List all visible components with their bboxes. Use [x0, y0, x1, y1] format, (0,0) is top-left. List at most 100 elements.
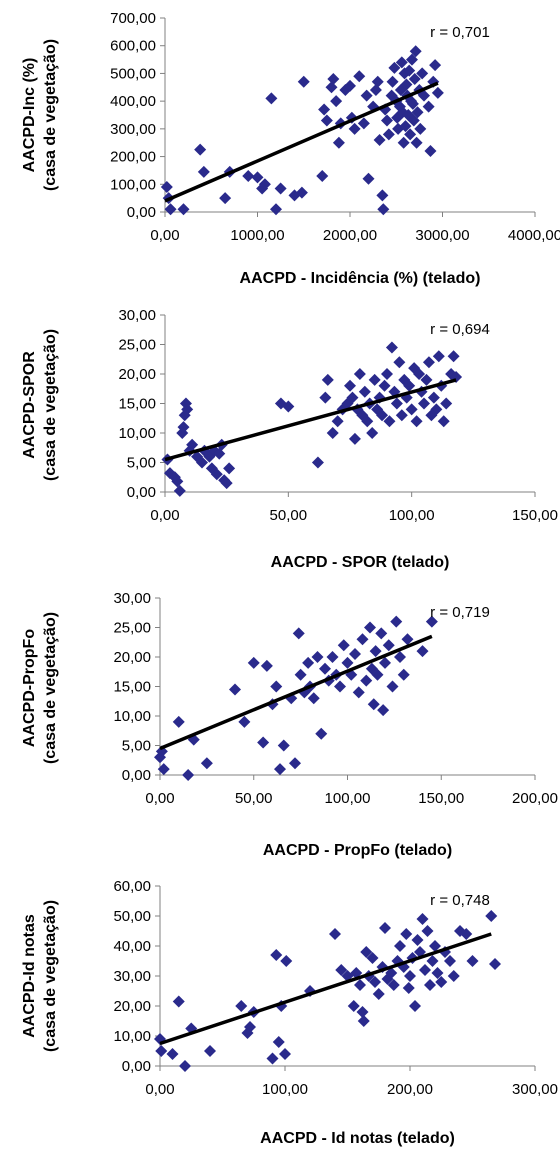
- y-tick-label: 30,00: [113, 968, 151, 985]
- y-axis-title: AACPD-Inc (%): [21, 58, 38, 173]
- data-point: [194, 143, 207, 156]
- data-point: [411, 106, 424, 119]
- y-axis-subtitle: (casa de vegetação): [42, 612, 59, 764]
- data-point: [425, 409, 438, 422]
- data-point: [166, 1048, 179, 1060]
- data-point: [362, 172, 375, 185]
- data-point: [316, 169, 329, 182]
- data-point: [418, 397, 430, 410]
- data-point: [424, 979, 436, 991]
- data-point: [358, 385, 371, 398]
- chart-panel-4: 0,00 10,00 20,00 30,00 40,00 50,00 60,00 0,00 10…: [0, 868, 560, 1147]
- chart-panel-3: 0,00 5,00 10,00 15,00 20,00 25,00 30,00 0,00 50,…: [0, 580, 560, 859]
- data-point: [395, 409, 408, 422]
- data-point: [285, 692, 298, 705]
- y-tick-label: 20,00: [113, 998, 151, 1015]
- y-axis-title: AACPD-PropFo: [21, 629, 38, 747]
- trend-line: [159, 932, 492, 1046]
- data-point: [402, 982, 415, 994]
- data-point: [381, 368, 393, 380]
- data-point: [289, 757, 301, 770]
- y-tick-label: 0,00: [122, 1058, 151, 1075]
- data-point: [274, 182, 287, 195]
- y-axis-subtitle: (casa de vegetação): [42, 329, 59, 481]
- data-point: [386, 75, 399, 88]
- data-point: [401, 633, 414, 646]
- data-point: [367, 698, 380, 711]
- data-point: [377, 704, 390, 717]
- data-point: [258, 178, 271, 191]
- data-point: [325, 81, 338, 94]
- data-point: [421, 925, 434, 937]
- data-point: [435, 976, 448, 988]
- data-point: [172, 995, 185, 1008]
- data-point: [279, 1048, 291, 1060]
- data-point: [422, 356, 435, 369]
- x-tick-label: 200,00: [512, 790, 558, 807]
- data-point: [179, 1060, 191, 1072]
- data-point: [410, 415, 423, 428]
- data-point: [430, 403, 443, 416]
- data-point: [266, 1052, 279, 1065]
- y-tick-label: 100,00: [110, 176, 156, 193]
- x-tick-label: 200,00: [387, 1081, 433, 1098]
- data-point: [155, 745, 168, 758]
- y-tick-label: 15,00: [118, 396, 156, 413]
- data-point: [315, 727, 328, 740]
- data-point: [223, 462, 236, 475]
- data-point: [405, 403, 418, 416]
- chart-svg-3: 0,00 5,00 10,00 15,00 20,00 25,00 30,00 0,00 50,…: [21, 590, 558, 859]
- data-point: [219, 192, 232, 205]
- data-point: [408, 72, 421, 85]
- data-point: [407, 114, 420, 127]
- data-point: [390, 615, 403, 628]
- data-point: [270, 949, 283, 961]
- data-point: [369, 645, 382, 658]
- data-point: [403, 64, 416, 77]
- x-axis-title: AACPD - Id notas (telado): [260, 1130, 455, 1147]
- data-point: [251, 171, 264, 184]
- data-point: [447, 350, 460, 363]
- data-point: [302, 656, 315, 669]
- trend-line: [164, 378, 457, 462]
- data-point: [272, 1036, 285, 1048]
- x-tick-label: 100,00: [389, 507, 435, 524]
- data-point: [177, 421, 190, 434]
- data-point: [410, 136, 423, 149]
- data-point: [447, 970, 460, 982]
- data-point: [318, 103, 331, 116]
- data-point: [377, 203, 390, 216]
- y-axis-subtitle: (casa de vegetação): [42, 900, 59, 1052]
- data-point: [405, 53, 418, 66]
- y-tick-label: 15,00: [113, 679, 151, 696]
- data-point: [327, 72, 340, 85]
- y-tick-label: 600,00: [110, 38, 156, 55]
- y-tick-label: 5,00: [122, 738, 151, 755]
- data-point: [416, 67, 429, 80]
- data-point: [357, 117, 370, 130]
- data-point: [437, 415, 450, 428]
- data-point: [182, 769, 195, 781]
- x-tick-label: 3000,00: [415, 227, 469, 244]
- data-point: [440, 397, 453, 410]
- y-tick-label: 30,00: [113, 590, 151, 607]
- data-point: [311, 651, 324, 663]
- y-tick-label: 25,00: [118, 337, 156, 354]
- y-tick-label: 700,00: [110, 10, 156, 27]
- x-tick-label: 150,00: [512, 507, 558, 524]
- data-point: [397, 668, 410, 681]
- data-point: [361, 415, 374, 428]
- chart-svg-4: 0,00 10,00 20,00 30,00 40,00 50,00 60,00 0,00 10…: [21, 878, 558, 1147]
- data-point: [383, 415, 396, 428]
- data-point: [337, 639, 350, 652]
- x-tick-label: 0,00: [145, 790, 174, 807]
- chart-panel-1: 0,00 100,00 200,00 300,00 400,00 500,00 600,00…: [0, 0, 560, 287]
- data-point: [154, 751, 166, 764]
- data-point: [371, 75, 384, 88]
- data-point: [369, 976, 381, 988]
- chart-svg-1: 0,00 100,00 200,00 300,00 400,00 500,00 600,00…: [21, 10, 560, 287]
- data-point: [357, 1015, 370, 1027]
- data-point: [177, 203, 190, 216]
- data-point: [277, 739, 290, 752]
- data-point: [409, 45, 422, 58]
